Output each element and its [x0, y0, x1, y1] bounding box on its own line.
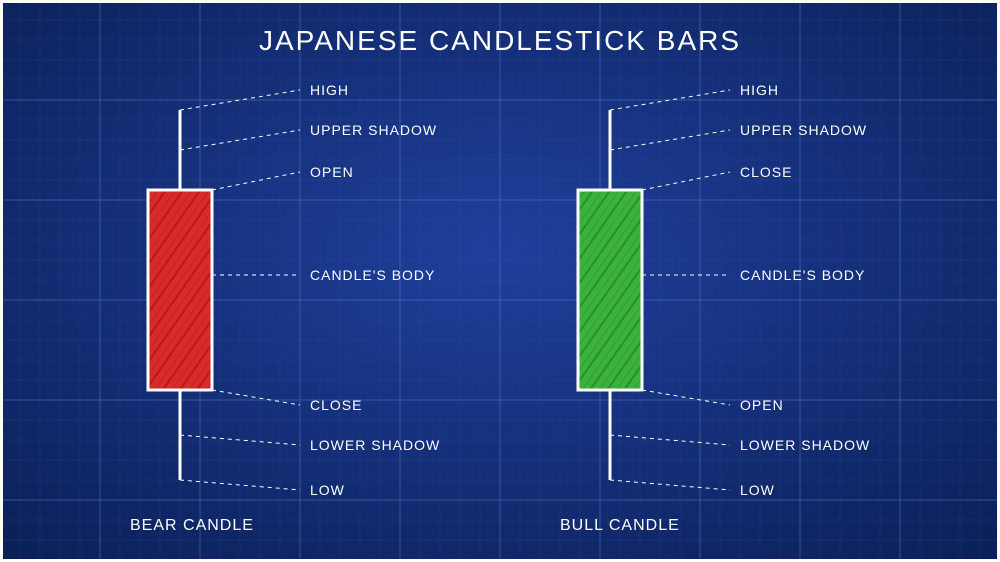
- page-title: JAPANESE CANDLESTICK BARS: [259, 25, 741, 56]
- candlestick-svg: JAPANESE CANDLESTICK BARS HIGH UPPER SHADO…: [0, 0, 1000, 562]
- bull-caption: BULL CANDLE: [560, 517, 680, 534]
- bull-label: UPPER SHADOW: [740, 122, 867, 138]
- bear-label: CANDLE'S BODY: [310, 267, 435, 283]
- bull-label: HIGH: [740, 82, 779, 98]
- bull-label: LOWER SHADOW: [740, 437, 870, 453]
- bear-caption: BEAR CANDLE: [130, 517, 254, 534]
- bull-label: OPEN: [740, 397, 784, 413]
- diagram-stage: JAPANESE CANDLESTICK BARS HIGH UPPER SHADO…: [0, 0, 1000, 562]
- bull-label: CANDLE'S BODY: [740, 267, 865, 283]
- bull-label: LOW: [740, 482, 775, 498]
- bear-label: OPEN: [310, 164, 354, 180]
- bull-label: CLOSE: [740, 164, 792, 180]
- bear-label: LOWER SHADOW: [310, 437, 440, 453]
- bear-label: LOW: [310, 482, 345, 498]
- bear-label: HIGH: [310, 82, 349, 98]
- bear-label: UPPER SHADOW: [310, 122, 437, 138]
- bear-label: CLOSE: [310, 397, 362, 413]
